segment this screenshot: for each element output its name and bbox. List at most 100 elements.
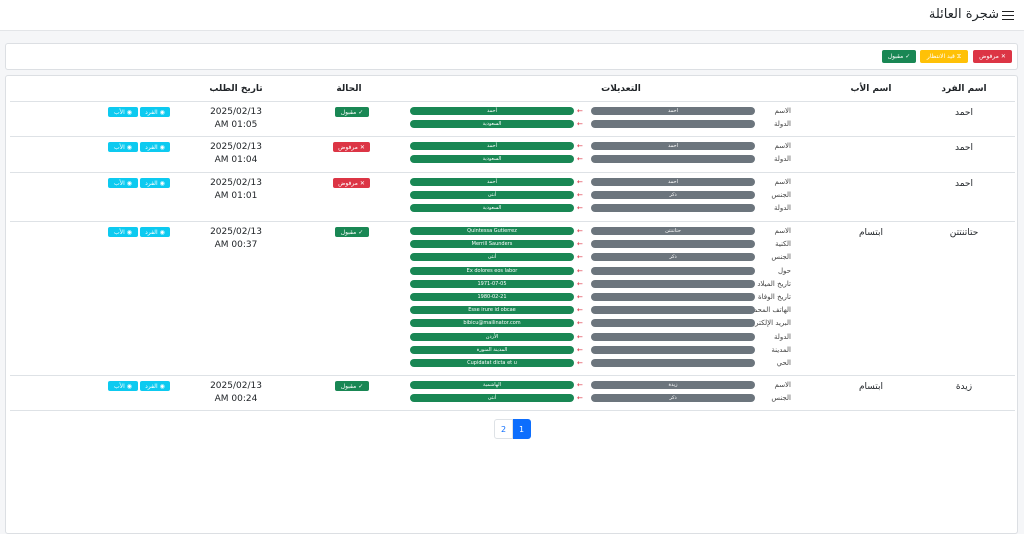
arrow-left-icon: ←	[577, 279, 583, 288]
row-divider	[10, 101, 1015, 102]
eye-icon: ◉	[126, 143, 132, 151]
new-value-pill: الأردن	[410, 332, 574, 341]
view-member-button[interactable]: ◉ الفرد	[140, 107, 170, 117]
old-value-pill: احمد	[591, 107, 755, 115]
new-value-pill: السعودية	[410, 155, 574, 164]
view-member-button[interactable]: ◉ الفرد	[140, 142, 170, 152]
old-value-pill: ذكر	[591, 191, 755, 200]
check-icon: ✓	[358, 108, 364, 116]
arrow-left-icon: ←	[577, 394, 583, 403]
view-member-button[interactable]: ◉ الفرد	[140, 227, 170, 237]
old-value-pill: ذكر	[591, 394, 755, 403]
filter-accepted-button[interactable]: ✓ مقبول	[882, 50, 916, 63]
old-value-pill	[591, 204, 755, 213]
row-divider	[10, 410, 1015, 411]
old-value-pill: احمد	[591, 142, 755, 150]
old-value-pill	[591, 332, 755, 341]
old-value-pill	[591, 306, 755, 315]
old-value-pill: حتاتنتتن	[591, 227, 755, 235]
view-father-button[interactable]: ◉ الأب	[108, 178, 138, 188]
request-date: 2025/02/13	[210, 381, 262, 391]
page-title: شجرة العائلة	[928, 7, 999, 22]
status-badge: ✓ مقبول	[335, 227, 369, 237]
change-field-label: الحي	[776, 359, 791, 367]
change-field-label: الجنس	[771, 191, 791, 200]
view-member-button[interactable]: ◉ الفرد	[140, 178, 170, 188]
filter-pending-button[interactable]: ⧖ قيد الانتظار	[920, 50, 968, 63]
member-name-cell: احمد	[955, 143, 973, 153]
new-value-pill: أنثى	[410, 394, 574, 403]
old-value-pill	[591, 240, 755, 249]
change-field-label: الاسم	[774, 381, 791, 389]
father-name-cell: ابتسام	[858, 228, 884, 238]
arrow-left-icon: ←	[577, 306, 583, 315]
request-time: AM 00:37	[214, 240, 258, 250]
row-divider	[10, 375, 1015, 376]
view-father-button[interactable]: ◉ الأب	[108, 142, 138, 152]
check-icon: ✓	[358, 228, 364, 236]
view-father-button[interactable]: ◉ الأب	[108, 107, 138, 117]
father-name-cell: ابتسام	[858, 382, 884, 392]
arrow-left-icon: ←	[577, 293, 583, 301]
change-field-label: تاريخ الميلاد	[757, 279, 791, 288]
arrow-left-icon: ←	[577, 266, 583, 275]
arrow-left-icon: ←	[577, 191, 583, 200]
eye-icon: ◉	[159, 382, 165, 390]
status-filter-bar: ✕ مرفوض ⧖ قيد الانتظار ✓ مقبول	[5, 43, 1018, 70]
change-field-label: الهاتف المحمول	[744, 306, 791, 315]
arrow-left-icon: ←	[577, 253, 583, 262]
menu-icon[interactable]	[1002, 10, 1014, 20]
change-field-label: الاسم	[774, 142, 791, 150]
change-field-label: المدينة	[771, 345, 791, 354]
request-time: AM 01:05	[214, 120, 258, 130]
view-member-button[interactable]: ◉ الفرد	[140, 381, 170, 391]
page-2-button[interactable]: 2	[494, 419, 513, 439]
arrow-left-icon: ←	[577, 155, 583, 164]
new-value-pill: Quintessa Gutierrez	[410, 227, 574, 235]
change-field-label: الدولة	[773, 332, 791, 341]
change-field-label: الكنية	[775, 240, 791, 249]
arrow-left-icon: ←	[577, 345, 583, 354]
arrow-left-icon: ←	[577, 178, 583, 186]
change-field-label: الاسم	[774, 107, 791, 115]
new-value-pill: أحمد	[410, 178, 574, 186]
new-value-pill: Cupidatat dicta et u	[410, 359, 574, 367]
close-icon: ✕	[359, 179, 365, 187]
view-father-button[interactable]: ◉ الأب	[108, 381, 138, 391]
old-value-pill	[591, 279, 755, 288]
old-value-pill: ذكر	[591, 253, 755, 262]
filter-rejected-button[interactable]: ✕ مرفوض	[973, 50, 1012, 63]
new-value-pill: 1980-02-21	[410, 293, 574, 301]
view-father-button[interactable]: ◉ الأب	[108, 227, 138, 237]
old-value-pill	[591, 345, 755, 354]
old-value-pill	[591, 266, 755, 275]
eye-icon: ◉	[126, 382, 132, 390]
new-value-pill: bibicu@mailinator.com	[410, 319, 574, 328]
new-value-pill: أنثى	[410, 191, 574, 200]
eye-icon: ◉	[159, 143, 165, 151]
new-value-pill: الهاشمية	[410, 381, 574, 389]
check-icon: ✓	[905, 53, 911, 60]
page-1-button[interactable]: 1	[512, 419, 531, 439]
old-value-pill	[591, 293, 755, 301]
new-value-pill: 1971-07-05	[410, 279, 574, 288]
header-status: الحالة	[336, 84, 362, 94]
new-value-pill: أحمد	[410, 107, 574, 115]
new-value-pill: Ex dolores eos labor	[410, 266, 574, 275]
arrow-left-icon: ←	[577, 204, 583, 213]
old-value-pill	[591, 120, 755, 129]
eye-icon: ◉	[159, 179, 165, 187]
new-value-pill: أحمد	[410, 142, 574, 150]
arrow-left-icon: ←	[577, 120, 583, 129]
old-value-pill	[591, 359, 755, 367]
eye-icon: ◉	[126, 179, 132, 187]
top-bar: شجرة العائلة	[0, 0, 1024, 31]
close-icon: ✕	[359, 143, 365, 151]
header-member-name: اسم الفرد	[941, 84, 987, 94]
request-time: AM 01:04	[214, 155, 258, 165]
request-time: AM 00:24	[214, 394, 258, 404]
new-value-pill: السعودية	[410, 120, 574, 129]
old-value-pill: زيدة	[591, 381, 755, 389]
arrow-left-icon: ←	[577, 240, 583, 249]
close-icon: ✕	[1000, 53, 1006, 60]
